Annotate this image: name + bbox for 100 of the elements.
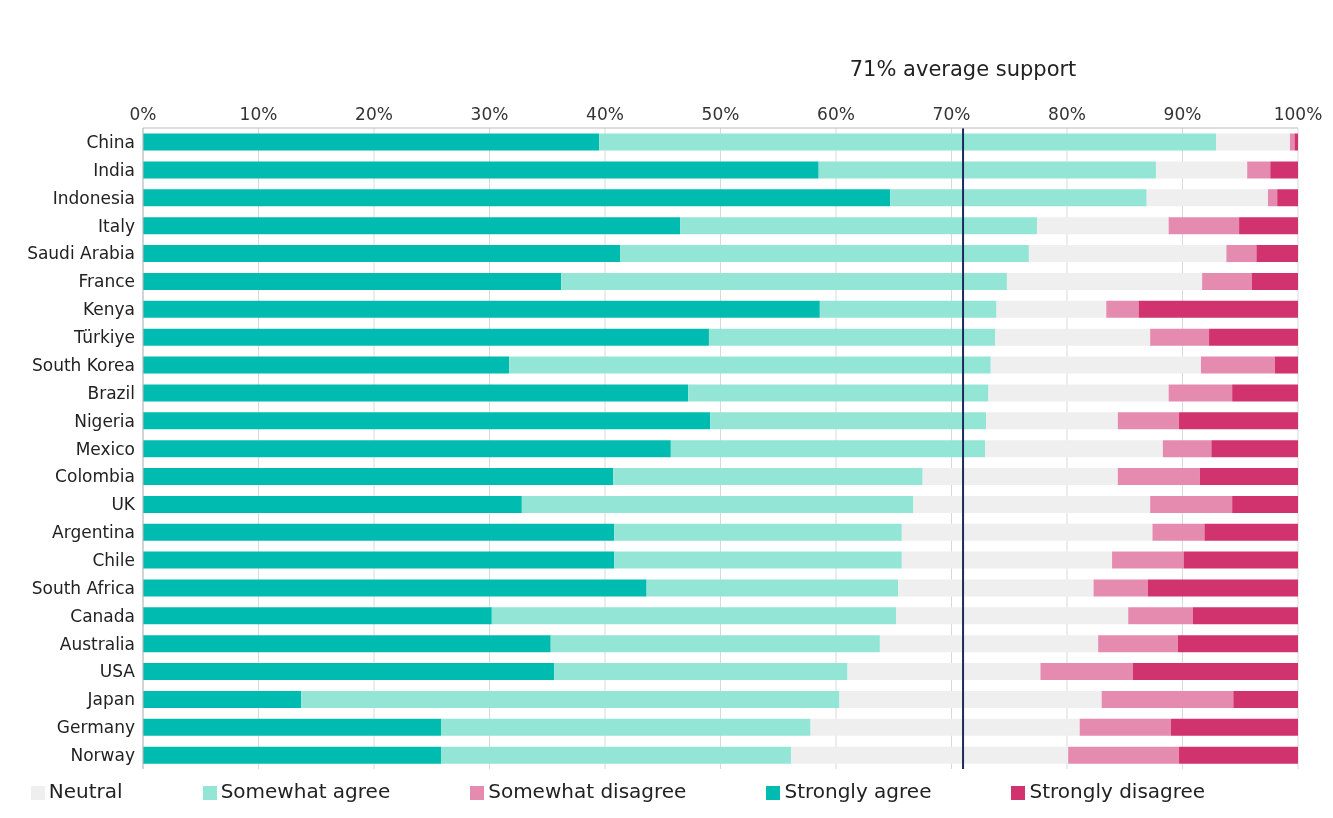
bar bbox=[1150, 495, 1233, 513]
bar bbox=[1117, 412, 1180, 430]
bar bbox=[614, 551, 902, 569]
legend-label: Strongly disagree bbox=[1029, 779, 1206, 803]
bar bbox=[1093, 579, 1148, 597]
bar bbox=[790, 746, 1069, 764]
bar bbox=[143, 663, 555, 681]
bar bbox=[670, 440, 985, 458]
bar bbox=[688, 384, 989, 402]
bar bbox=[1192, 607, 1298, 625]
y-tick-label: China bbox=[86, 131, 135, 152]
y-tick-label: USA bbox=[99, 661, 136, 682]
bar bbox=[1211, 440, 1298, 458]
bar bbox=[901, 523, 1153, 541]
bar bbox=[143, 523, 615, 541]
bar bbox=[143, 217, 681, 235]
bar bbox=[986, 412, 1118, 430]
y-tick-label: Colombia bbox=[55, 466, 135, 487]
legend-label: Neutral bbox=[48, 779, 123, 803]
y-tick-label: Germany bbox=[56, 717, 135, 738]
bar bbox=[143, 495, 522, 513]
bar bbox=[646, 579, 899, 597]
bar bbox=[1270, 161, 1298, 179]
bar bbox=[1147, 579, 1298, 597]
ref-line-label: 71% average support bbox=[849, 57, 1077, 81]
bar bbox=[1150, 328, 1210, 346]
bar bbox=[1200, 356, 1275, 374]
bar bbox=[819, 300, 997, 318]
bar bbox=[143, 384, 689, 402]
bar bbox=[1233, 690, 1298, 708]
bar bbox=[143, 356, 510, 374]
legend-label: Somewhat disagree bbox=[488, 779, 687, 803]
y-tick-label: France bbox=[78, 271, 135, 292]
bar bbox=[143, 551, 615, 569]
bar bbox=[1177, 635, 1298, 653]
bar bbox=[1155, 161, 1248, 179]
bar bbox=[143, 189, 891, 207]
bar bbox=[810, 718, 1080, 736]
x-tick-label: 100% bbox=[1273, 104, 1323, 124]
bar bbox=[1289, 133, 1295, 151]
y-tick-label: Kenya bbox=[82, 299, 135, 320]
bar bbox=[710, 412, 987, 430]
bar bbox=[491, 607, 897, 625]
x-tick-label: 20% bbox=[355, 104, 393, 124]
bar bbox=[901, 551, 1113, 569]
bar bbox=[879, 635, 1099, 653]
y-tick-label: Chile bbox=[92, 550, 135, 571]
bar bbox=[1132, 663, 1298, 681]
bar bbox=[988, 384, 1169, 402]
bar bbox=[1101, 690, 1234, 708]
bar bbox=[985, 440, 1163, 458]
bar bbox=[1179, 746, 1298, 764]
bar bbox=[1170, 718, 1298, 736]
bar bbox=[509, 356, 991, 374]
bar bbox=[301, 690, 840, 708]
bar bbox=[1152, 523, 1205, 541]
bar bbox=[143, 300, 820, 318]
bar bbox=[1179, 412, 1298, 430]
bar bbox=[143, 607, 492, 625]
bar bbox=[1028, 245, 1227, 263]
x-tick-label: 90% bbox=[1163, 104, 1202, 124]
y-tick-label: India bbox=[93, 159, 135, 180]
bar bbox=[143, 412, 711, 430]
bar bbox=[1128, 607, 1193, 625]
y-tick-label: Nigeria bbox=[74, 410, 135, 431]
bar bbox=[143, 440, 671, 458]
bar bbox=[1239, 217, 1298, 235]
bar bbox=[143, 718, 441, 736]
bar bbox=[1256, 245, 1298, 263]
x-tick-label: 80% bbox=[1048, 104, 1086, 124]
bar bbox=[1274, 356, 1298, 374]
bar bbox=[995, 328, 1151, 346]
bar bbox=[1168, 217, 1240, 235]
bar bbox=[1277, 189, 1298, 207]
y-tick-label: Japan bbox=[86, 689, 135, 710]
bar bbox=[521, 495, 914, 513]
x-tick-label: 10% bbox=[239, 104, 278, 124]
y-tick-label: Italy bbox=[98, 215, 135, 236]
x-tick-label: 60% bbox=[817, 104, 855, 124]
bar bbox=[143, 328, 709, 346]
bar bbox=[1006, 272, 1203, 290]
bar bbox=[990, 356, 1201, 374]
bar bbox=[440, 746, 791, 764]
bar bbox=[1162, 440, 1212, 458]
bar bbox=[1117, 468, 1200, 486]
bar bbox=[890, 189, 1147, 207]
legend-label: Strongly agree bbox=[784, 779, 932, 803]
bar bbox=[1040, 663, 1133, 681]
bar bbox=[839, 690, 1102, 708]
bar bbox=[599, 133, 1216, 151]
bar bbox=[561, 272, 1007, 290]
bar bbox=[143, 161, 819, 179]
y-tick-label: Indonesia bbox=[52, 187, 135, 208]
y-tick-label: UK bbox=[111, 494, 136, 515]
bar bbox=[1106, 300, 1139, 318]
bar bbox=[143, 746, 441, 764]
bar bbox=[898, 579, 1094, 597]
bar bbox=[1202, 272, 1252, 290]
y-tick-label: South Africa bbox=[31, 577, 135, 598]
bar bbox=[143, 690, 302, 708]
